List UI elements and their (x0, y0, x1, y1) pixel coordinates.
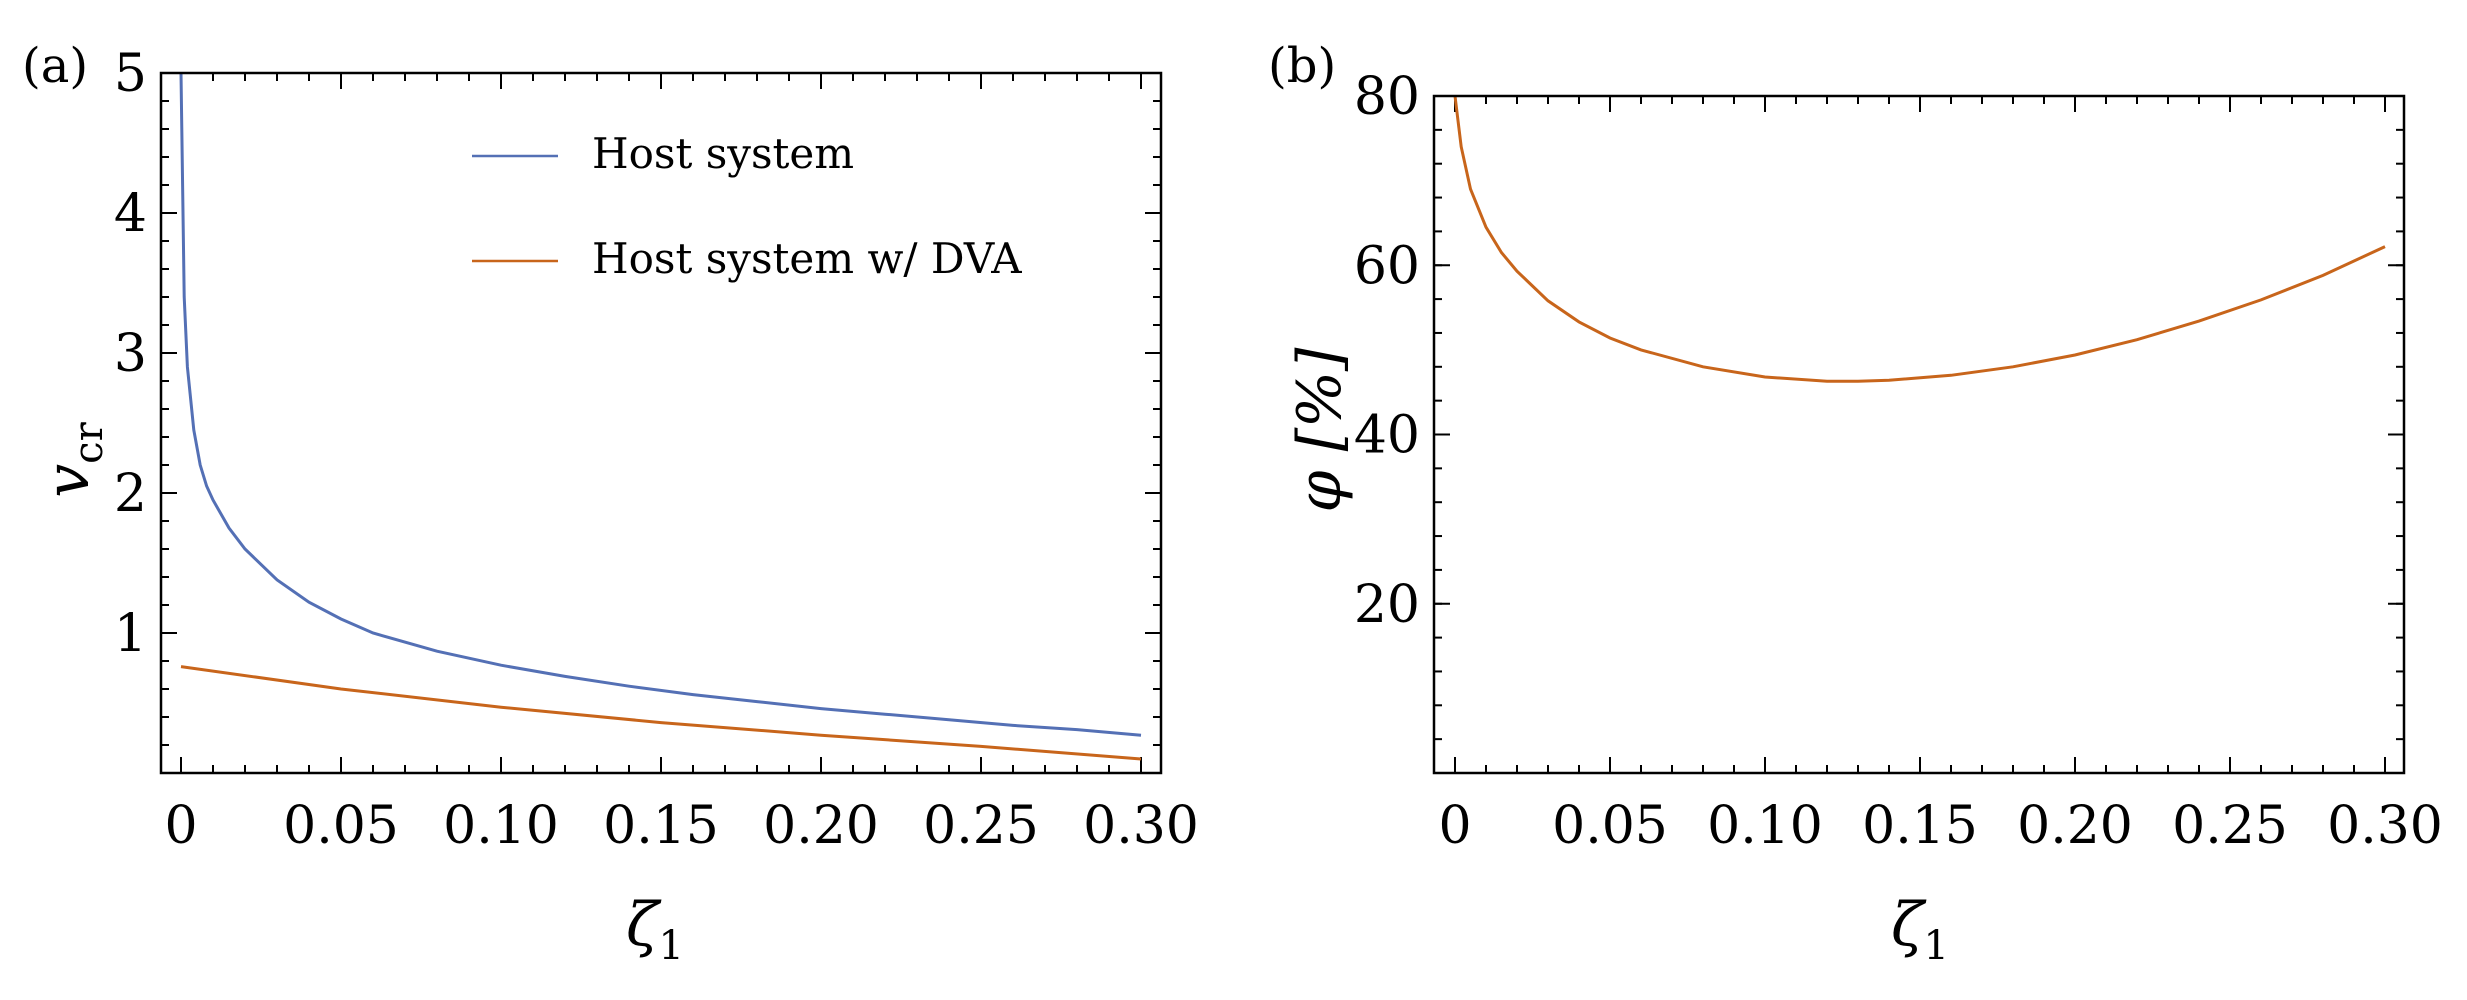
x-tick-label: 0.05 (283, 796, 399, 856)
x-tick-label: 0.25 (923, 796, 1039, 856)
panel-b-series (1453, 95, 2386, 383)
legend-label-host-system-dva: Host system w/ DVA (592, 234, 1022, 283)
x-tick-label: 0.30 (1083, 796, 1199, 856)
x-tick-label: 0 (164, 796, 197, 856)
y-tick-label: 3 (114, 324, 147, 384)
panel-a-xlabel: ζ1 (626, 890, 684, 969)
panel-b-ticks (1434, 95, 2404, 774)
y-tick-label: 80 (1354, 67, 1420, 127)
x-tick-label: 0.15 (603, 796, 719, 856)
panel-b: (b) 0 0.05 0.10 0.15 0.20 0.25 0.30 20 40 60 80 φ… (1268, 38, 2443, 969)
x-tick-label: 0.05 (1552, 796, 1668, 856)
y-tick-label: 60 (1354, 236, 1420, 296)
legend-label-host-system: Host system (592, 129, 854, 178)
panel-b-xlabel: ζ1 (1891, 890, 1949, 969)
y-tick-label: 20 (1354, 575, 1420, 635)
series-line--0 (1453, 95, 2386, 383)
panel-a-x-tick-labels: 0 0.05 0.10 0.15 0.20 0.25 0.30 (164, 796, 1198, 856)
series-line-host-system-0 (179, 72, 1142, 737)
panel-a-ylabel: vcr (33, 421, 112, 497)
panel-a-y-tick-labels: 1 2 3 4 5 (114, 44, 147, 664)
x-tick-label: 0.10 (443, 796, 559, 856)
y-tick-label: 40 (1354, 406, 1420, 466)
x-tick-label: 0.30 (2327, 796, 2443, 856)
panel-a-ticks (161, 72, 1161, 774)
y-tick-label: 2 (114, 464, 147, 524)
series-line-host-system-w-dva-1 (180, 665, 1142, 761)
x-tick-label: 0.15 (1862, 796, 1978, 856)
x-tick-label: 0.20 (2017, 796, 2133, 856)
panel-a-series (179, 72, 1142, 761)
x-tick-label: 0.20 (763, 796, 879, 856)
y-tick-label: 4 (114, 184, 147, 244)
x-tick-label: 0.10 (1707, 796, 1823, 856)
panel-b-y-tick-labels: 20 40 60 80 (1354, 67, 1420, 635)
y-tick-label: 5 (114, 44, 147, 104)
panel-a-frame (159, 71, 1163, 775)
panel-b-frame (1432, 94, 2406, 775)
panel-a-legend: Host system Host system w/ DVA (472, 129, 1022, 283)
panel-a-label: (a) (22, 38, 88, 94)
panel-b-ylabel: φ [%] (1285, 347, 1355, 513)
panel-b-x-tick-labels: 0 0.05 0.10 0.15 0.20 0.25 0.30 (1438, 796, 2442, 856)
panel-b-label: (b) (1268, 38, 1336, 94)
x-tick-label: 0 (1438, 796, 1471, 856)
x-tick-label: 0.25 (2172, 796, 2288, 856)
y-tick-label: 1 (114, 604, 147, 664)
